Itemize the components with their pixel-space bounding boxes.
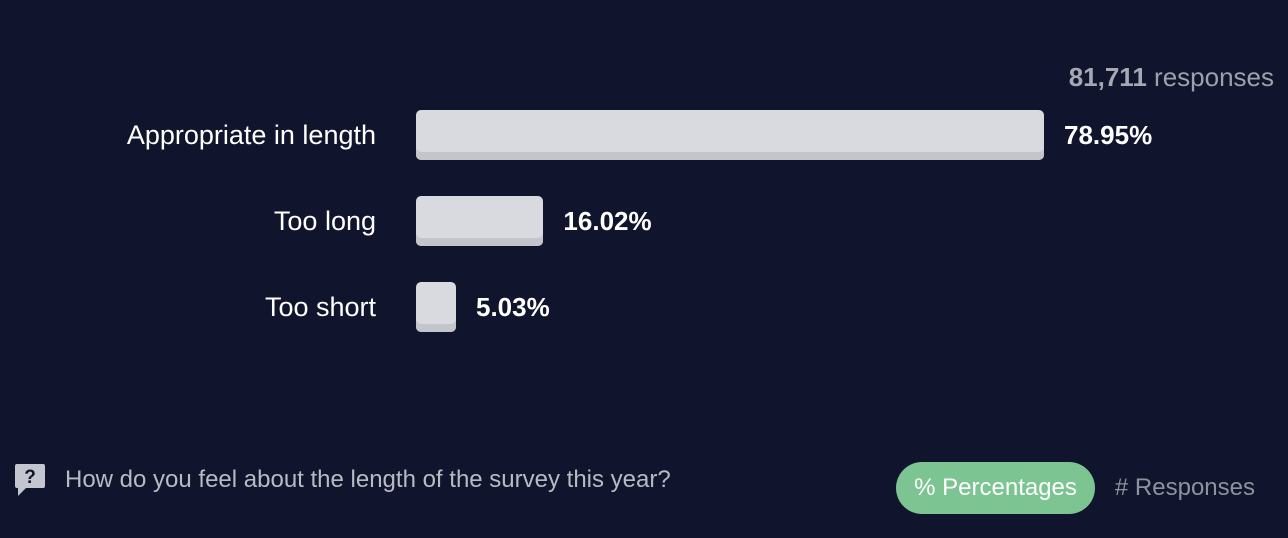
total-responses-count: 81,711 bbox=[1068, 62, 1147, 92]
total-responses-suffix: responses bbox=[1154, 62, 1274, 92]
bar bbox=[416, 196, 544, 246]
value-label: 16.02% bbox=[563, 206, 652, 236]
svg-text:?: ? bbox=[24, 467, 36, 488]
bar bbox=[416, 110, 1044, 160]
display-mode-toggle: % Percentages # Responses bbox=[896, 462, 1255, 514]
bar bbox=[416, 282, 456, 332]
responses-toggle-button[interactable]: # Responses bbox=[1114, 474, 1255, 501]
value-label: 5.03% bbox=[476, 292, 550, 322]
category-label: Too short bbox=[264, 292, 376, 322]
total-responses: 81,711 responses bbox=[1069, 62, 1274, 93]
survey-question: ? How do you feel about the length of th… bbox=[14, 462, 671, 498]
question-speech-bubble-icon: ? bbox=[15, 464, 45, 496]
question-text: How do you feel about the length of the … bbox=[65, 466, 671, 493]
category-label: Too long bbox=[273, 206, 376, 236]
category-label: Appropriate in length bbox=[126, 120, 376, 150]
value-label: 78.95% bbox=[1064, 120, 1153, 150]
percentages-toggle-button[interactable]: % Percentages bbox=[896, 462, 1095, 514]
